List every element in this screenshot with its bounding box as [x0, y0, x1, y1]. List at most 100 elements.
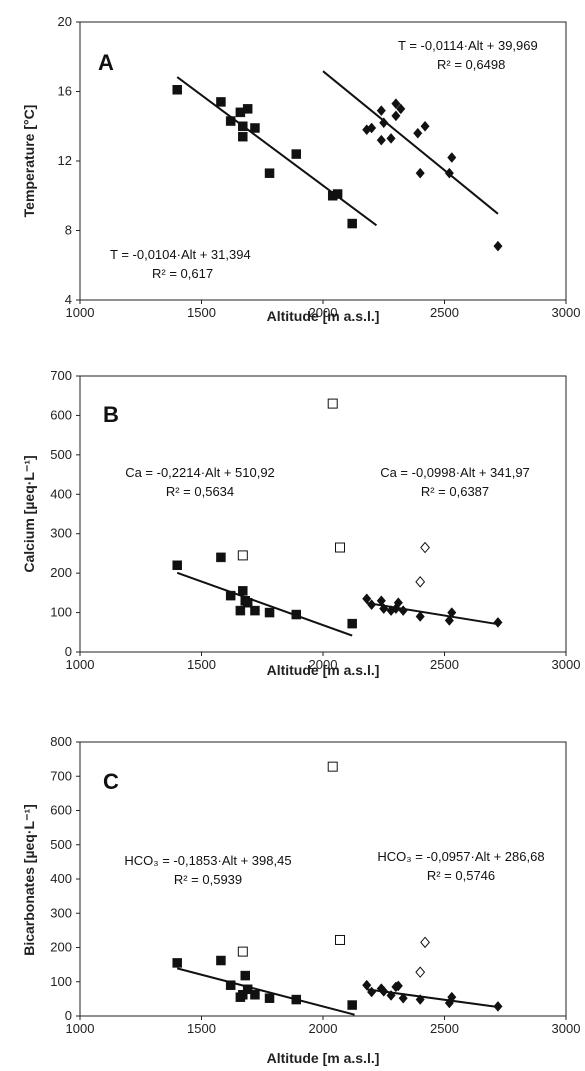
y-tick-label: 100	[50, 605, 72, 620]
data-point-square	[225, 116, 236, 126]
data-point-diamond	[362, 593, 372, 605]
y-tick-label: 300	[50, 526, 72, 541]
annotation-r2: R² = 0,6498	[437, 57, 505, 72]
y-tick-label: 0	[65, 1008, 72, 1023]
annotation-equation: Ca = -0,2214·Alt + 510,92	[125, 465, 275, 480]
data-point-square	[172, 85, 182, 95]
data-point-diamond	[415, 167, 425, 179]
data-point-open-square	[237, 550, 248, 561]
annotation-r2: R² = 0,5939	[174, 872, 242, 887]
data-point-open-diamond	[415, 576, 426, 588]
data-point-diamond	[493, 1001, 503, 1012]
data-point-diamond	[444, 167, 454, 179]
y-tick-label: 500	[50, 837, 72, 852]
data-point-diamond	[396, 103, 406, 115]
data-point-open-diamond	[415, 966, 426, 978]
data-point-diamond	[376, 105, 386, 116]
data-point-diamond	[391, 98, 401, 110]
annotation-equation: HCO₃ = -0,0957·Alt + 286,68	[377, 849, 544, 864]
x-tick-label: 1500	[187, 1021, 216, 1036]
data-point-diamond	[376, 595, 386, 607]
x-tick-label: 2000	[309, 305, 338, 320]
data-point-diamond	[393, 980, 403, 992]
data-point-square	[216, 955, 226, 966]
data-point-diamond	[376, 134, 386, 146]
data-point-diamond	[447, 607, 457, 618]
x-tick-label: 2500	[430, 1021, 459, 1036]
data-point-square	[172, 958, 182, 968]
y-tick-label: 200	[50, 940, 72, 955]
data-point-diamond	[493, 617, 503, 628]
data-point-diamond	[367, 986, 377, 998]
data-point-open-square	[327, 398, 338, 409]
panel-c: C HCO₃ = -0,1853·Alt + 398,45 R² = 0,593…	[21, 734, 580, 1066]
x-tick-label: 1500	[187, 657, 216, 672]
data-point-square	[291, 149, 302, 159]
y-tick-label: 600	[50, 407, 72, 422]
x-tick-label: 1000	[66, 305, 95, 320]
trend-line	[176, 967, 355, 1016]
data-point-square	[242, 104, 253, 114]
y-tick-label: 300	[50, 905, 72, 920]
y-tick-label: 400	[50, 871, 72, 886]
data-point-square	[291, 994, 302, 1005]
data-point-square	[225, 980, 236, 990]
data-point-diamond	[447, 152, 457, 163]
panel-b: B Ca = -0,2214·Alt + 510,92 R² = 0,5634 …	[21, 368, 580, 678]
data-point-diamond	[367, 599, 377, 611]
data-point-square	[264, 168, 275, 178]
y-axis-title: Bicarbonates [µeq·L⁻¹]	[21, 804, 37, 956]
x-tick-label: 1500	[187, 305, 216, 320]
data-point-diamond	[398, 992, 408, 1004]
data-point-square	[332, 189, 343, 199]
y-tick-label: 16	[58, 84, 72, 99]
y-tick-label: 8	[65, 223, 72, 238]
y-axis-title: Temperature [°C]	[21, 105, 37, 218]
y-tick-label: 100	[50, 974, 72, 989]
data-point-diamond	[415, 611, 425, 622]
data-point-diamond	[391, 110, 401, 122]
y-tick-label: 0	[65, 644, 72, 659]
data-point-square	[240, 970, 250, 981]
x-tick-label: 2500	[430, 657, 459, 672]
data-point-square	[347, 618, 357, 629]
data-point-diamond	[415, 994, 425, 1005]
annotation-r2: R² = 0,5746	[427, 868, 495, 883]
data-point-square	[242, 597, 253, 608]
annotation-r2: R² = 0,6387	[421, 484, 489, 499]
data-point-square	[250, 605, 260, 616]
data-point-diamond	[393, 597, 403, 609]
panel-label: C	[103, 769, 119, 794]
x-tick-label: 1000	[66, 657, 95, 672]
annotation-equation: Ca = -0,0998·Alt + 341,97	[380, 465, 530, 480]
y-tick-label: 20	[58, 14, 72, 29]
x-tick-label: 3000	[552, 1021, 581, 1036]
annotation-equation: T = -0,0114·Alt + 39,969	[398, 38, 538, 53]
data-point-square	[172, 560, 182, 571]
annotation-equation: T = -0,0104·Alt + 31,394	[110, 247, 251, 262]
data-point-diamond	[367, 122, 377, 134]
panel-label: B	[103, 402, 119, 427]
data-point-square	[235, 605, 246, 616]
data-point-diamond	[379, 985, 389, 997]
data-point-open-square	[327, 761, 338, 772]
y-tick-label: 4	[65, 292, 72, 307]
data-point-square	[216, 552, 226, 563]
annotation-equation: HCO₃ = -0,1853·Alt + 398,45	[124, 853, 291, 868]
data-point-diamond	[379, 603, 389, 615]
data-point-square	[242, 984, 253, 995]
x-tick-label: 2500	[430, 305, 459, 320]
x-tick-label: 3000	[552, 305, 581, 320]
data-point-square	[264, 993, 275, 1003]
data-point-square	[238, 586, 248, 596]
data-point-square	[238, 990, 248, 1000]
data-point-diamond	[447, 991, 457, 1003]
plot-area	[79, 375, 567, 653]
data-point-diamond	[386, 990, 396, 1001]
y-axis-title: Calcium [µeq·L⁻¹]	[21, 455, 37, 572]
trend-line	[322, 70, 499, 215]
x-tick-label: 3000	[552, 657, 581, 672]
y-tick-label: 800	[50, 734, 72, 749]
data-point-square	[216, 97, 226, 107]
